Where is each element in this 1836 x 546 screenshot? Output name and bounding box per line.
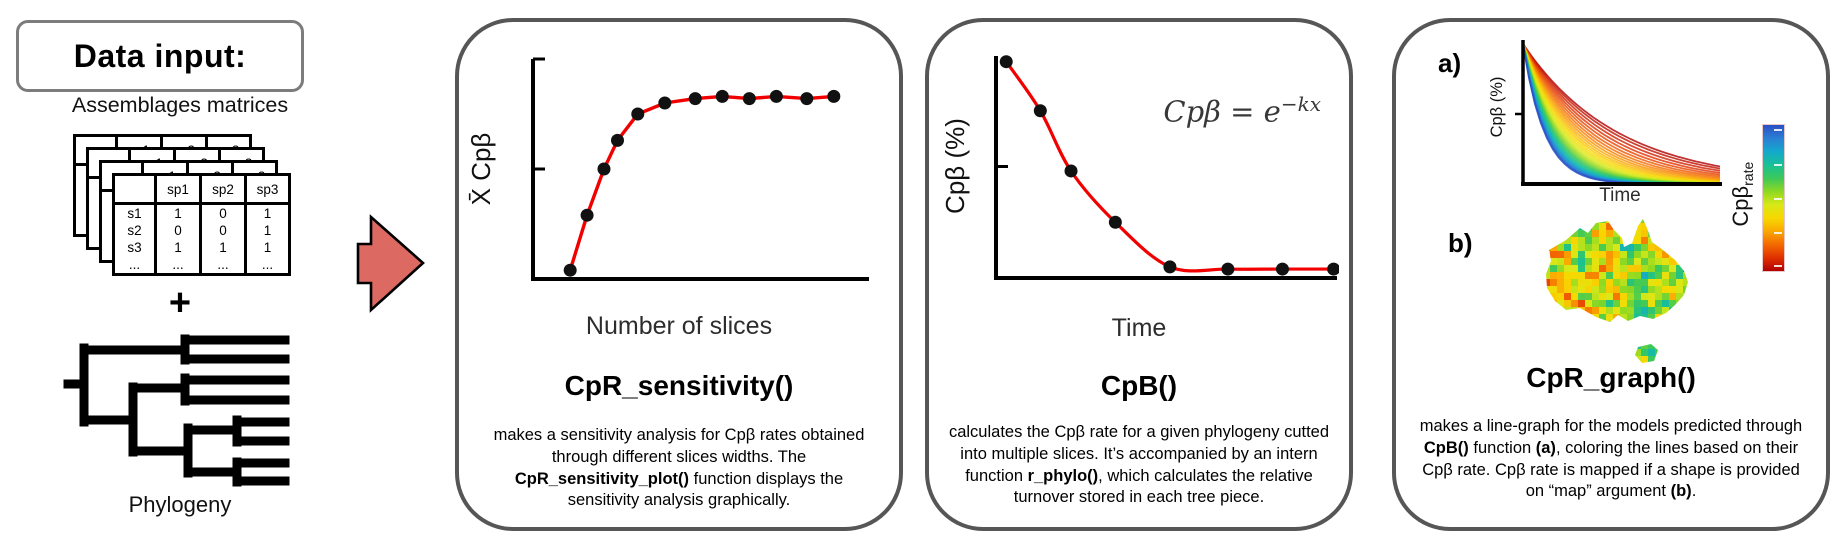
graph-x-axis-label: Time [1599, 185, 1641, 206]
sensitivity-y-axis-label: X̄ Cpβ [466, 132, 496, 206]
cpb-title: CpB() [1100, 370, 1178, 401]
sensitivity-x-axis-label: Number of slices [585, 312, 773, 340]
data-input-box: Data input: [16, 20, 304, 92]
australia-rate-map [1546, 219, 1688, 363]
assemblages-matrix-stack: sp1sp2sp3s1101s2001s3111............sp1s… [73, 134, 293, 294]
assemblages-matrices-label: Assemblages matrices [71, 93, 289, 117]
cpb-chart [994, 55, 1339, 280]
function-box-sensitivity: X̄ Cpβ Number of slices CpR_sensitivity(… [455, 18, 903, 531]
phylogeny-tree [63, 334, 290, 487]
rate-colorbar [1762, 124, 1785, 272]
cpb-formula: Cpβ = e−kx [1163, 92, 1321, 129]
sensitivity-description: makes a sensitivity analysis for Cpβ rat… [493, 426, 865, 510]
phylogeny-label: Phylogeny [128, 492, 232, 517]
cpb-description: calculates the Cpβ rate for a given phyl… [948, 423, 1330, 507]
colorbar-tick [1774, 164, 1782, 167]
graph-title: CpR_graph() [1526, 362, 1696, 393]
cpb-formula-base: Cpβ = e [1163, 94, 1281, 129]
cpb-y-axis-label: Cpβ (%) [940, 118, 970, 214]
function-box-cpb: Cpβ (%) Cpβ = e−kx Time CpB() calculates… [925, 18, 1353, 531]
data-input-label: Data input: [73, 37, 247, 74]
graph-models-chart [1515, 40, 1722, 186]
panel-a-label: a) [1438, 48, 1462, 78]
cpb-formula-exponent: −kx [1280, 92, 1321, 116]
sensitivity-title: CpR_sensitivity() [564, 370, 794, 401]
sensitivity-chart [531, 57, 869, 281]
flow-arrow-icon [356, 214, 425, 313]
cpb-x-axis-label: Time [1111, 314, 1167, 342]
graph-description: makes a line-graph for the models predic… [1419, 417, 1803, 501]
colorbar-tick [1774, 231, 1782, 234]
plus-sign: + [168, 282, 192, 324]
function-box-graph: a) Cpβ (%) Time Cpβrate b) CpR_graph() m… [1392, 18, 1830, 531]
colorbar-tick [1774, 129, 1782, 132]
colorbar-tick [1774, 198, 1782, 200]
colorbar-tick [1774, 265, 1782, 268]
panel-b-label: b) [1448, 228, 1473, 258]
